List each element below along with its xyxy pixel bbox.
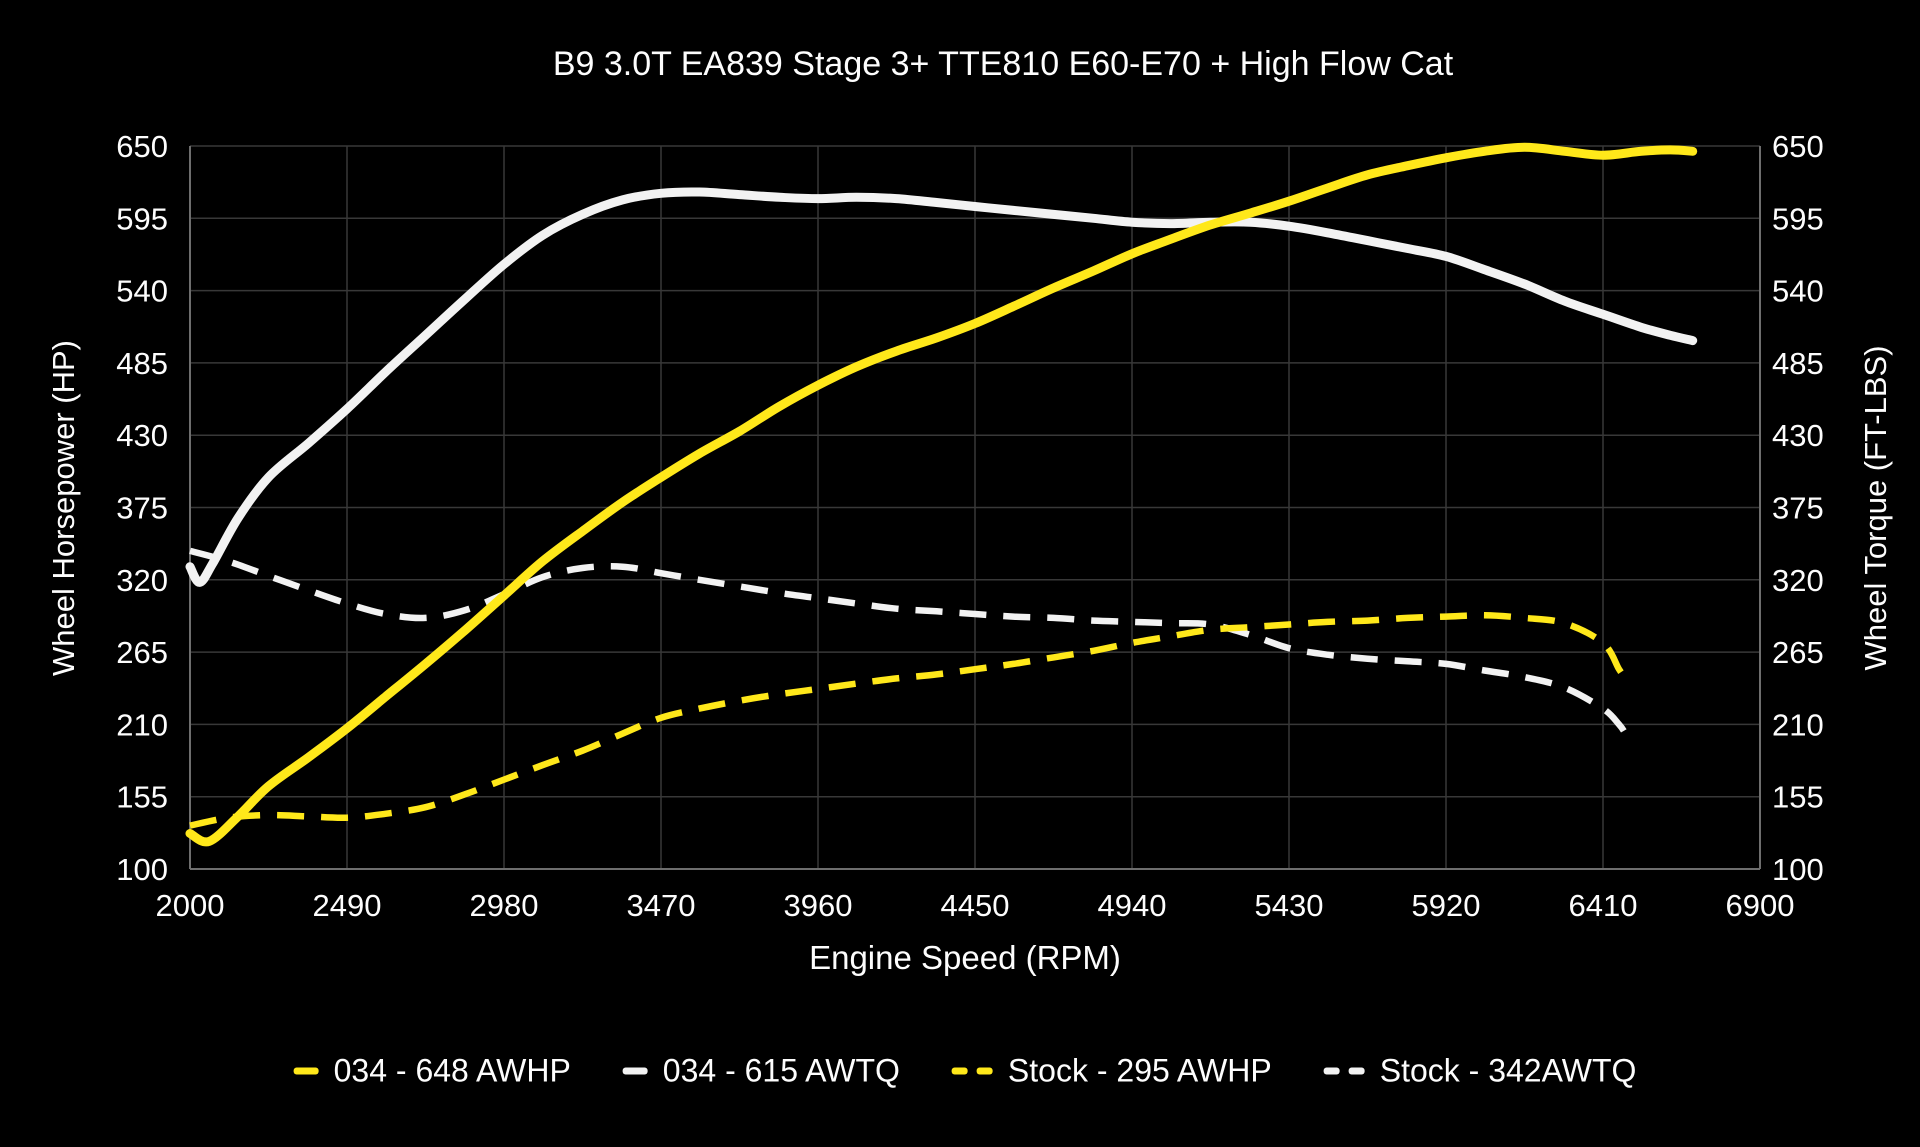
x-tick-label: 2980 [470, 888, 539, 923]
series-stock-295-awhp [189, 612, 1629, 829]
legend-dash-icon [293, 1067, 319, 1075]
x-tick-label: 6900 [1726, 888, 1795, 923]
y-tick-label-right: 430 [1772, 418, 1824, 453]
legend-item-label: 034 - 648 AWHP [333, 1052, 571, 1089]
y-tick-label-left: 485 [116, 346, 168, 381]
legend-item-034-648-awhp: 034 - 648 AWHP [293, 1052, 571, 1090]
y-tick-label-right: 155 [1772, 780, 1824, 815]
y-tick-label-left: 430 [116, 418, 168, 453]
y-tick-label-left: 650 [116, 129, 168, 164]
x-tick-label: 3470 [627, 888, 696, 923]
chart-title: B9 3.0T EA839 Stage 3+ TTE810 E60-E70 + … [552, 45, 1454, 83]
y-tick-label-right: 650 [1772, 129, 1824, 164]
legend-marker-solid-line [293, 1067, 319, 1075]
legend-item-label: 034 - 615 AWTQ [662, 1052, 900, 1089]
legend-item-stock-295-awhp: Stock - 295 AWHP [951, 1052, 1272, 1090]
legend-marker-solid-line [622, 1067, 648, 1075]
legend-item-label: Stock - 342AWTQ [1379, 1052, 1637, 1089]
legend-dash-icon [1348, 1067, 1365, 1075]
x-tick-label: 2000 [156, 888, 225, 923]
y-tick-label-right: 485 [1772, 346, 1824, 381]
y-tick-label-right: 100 [1772, 852, 1824, 887]
series-034-615-awtq [185, 187, 1698, 587]
x-tick-label: 3960 [784, 888, 853, 923]
legend-item-stock-342awtq: Stock - 342AWTQ [1323, 1052, 1637, 1090]
legend-dash-icon [976, 1067, 993, 1075]
legend-marker-dashed-line [951, 1067, 993, 1075]
y-tick-label-right: 375 [1772, 491, 1824, 526]
y-tick-label-right: 210 [1772, 707, 1824, 742]
y-tick-label-left: 265 [116, 635, 168, 670]
y-tick-label-left: 100 [116, 852, 168, 887]
legend: 034 - 648 AWHP 034 - 615 AWTQ Stock - 295 … [293, 1052, 1637, 1090]
x-axis-label: Engine Speed (RPM) [809, 939, 1121, 976]
y-tick-label-left: 320 [116, 563, 168, 598]
gridlines [189, 145, 1761, 870]
y-tick-label-left: 375 [116, 491, 168, 526]
legend-dash-icon [622, 1067, 648, 1075]
x-tick-label: 5920 [1412, 888, 1481, 923]
legend-item-label: Stock - 295 AWHP [1007, 1052, 1272, 1089]
y-tick-label-left: 595 [116, 201, 168, 236]
y-tick-label-right: 540 [1772, 274, 1824, 309]
series-034-648-awhp [185, 142, 1698, 847]
y-tick-label-right: 595 [1772, 201, 1824, 236]
x-tick-label: 2490 [313, 888, 382, 923]
series-stock-342awtq [189, 547, 1629, 736]
y-tick-label-left: 210 [116, 707, 168, 742]
y-tick-label-right: 320 [1772, 563, 1824, 598]
legend-dash-icon [1323, 1067, 1340, 1075]
x-tick-label: 4450 [941, 888, 1010, 923]
x-tick-label: 6410 [1569, 888, 1638, 923]
legend-dash-icon [951, 1067, 968, 1075]
y-tick-label-right: 265 [1772, 635, 1824, 670]
x-tick-label: 5430 [1255, 888, 1324, 923]
y-tick-label-left: 540 [116, 274, 168, 309]
y-tick-label-left: 155 [116, 780, 168, 815]
x-tick-label: 4940 [1098, 888, 1167, 923]
legend-item-034-615-awtq: 034 - 615 AWTQ [622, 1052, 900, 1090]
legend-marker-dashed-line [1323, 1067, 1365, 1075]
